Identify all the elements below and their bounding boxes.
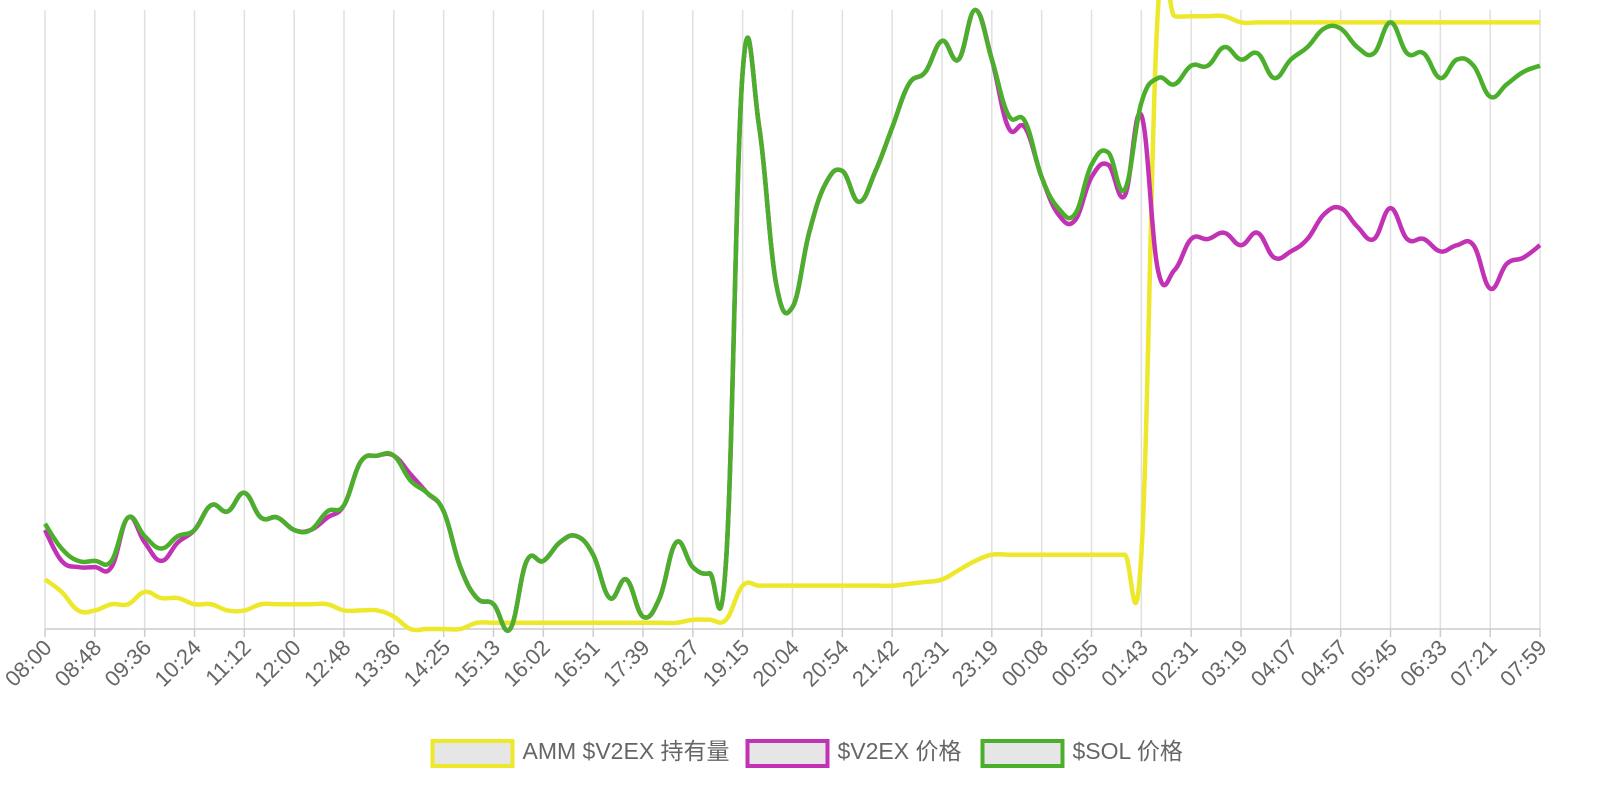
legend-label: $V2EX 价格 (838, 738, 962, 764)
x-tick-label: 08:00 (0, 635, 57, 692)
x-tick-label: 05:45 (1345, 635, 1402, 692)
legend-item: $V2EX 价格 (745, 738, 962, 768)
x-tick-label: 18:27 (648, 635, 705, 692)
series-line (43, 7, 1541, 633)
x-tick-label: 00:08 (997, 635, 1054, 692)
series-line (43, 0, 1540, 633)
x-tick-label: 01:43 (1096, 635, 1153, 692)
x-tick-label: 03:19 (1196, 635, 1253, 692)
x-tick-label: 06:33 (1395, 635, 1452, 692)
x-tick-label: 04:07 (1246, 635, 1303, 692)
x-tick-label: 14:25 (399, 635, 456, 692)
x-tick-label: 09:36 (100, 635, 157, 692)
x-tick-label: 10:24 (149, 635, 206, 692)
x-tick-label: 12:48 (299, 635, 356, 692)
x-tick-label: 19:15 (698, 635, 755, 692)
x-tick-label: 08:48 (50, 635, 107, 692)
legend-swatch (745, 739, 830, 768)
x-tick-label: 02:31 (1146, 635, 1203, 692)
x-tick-label: 16:51 (548, 635, 605, 692)
legend-item: AMM $V2EX 持有量 (430, 738, 730, 768)
x-tick-label: 04:57 (1296, 635, 1353, 692)
x-tick-label: 11:12 (200, 635, 255, 690)
x-tick-label: 22:31 (897, 635, 954, 692)
legend-label: AMM $V2EX 持有量 (523, 738, 730, 764)
x-tick-label: 23:19 (947, 635, 1004, 692)
x-tick-label: 07:59 (1495, 635, 1552, 692)
x-tick-label: 16:02 (498, 635, 555, 692)
x-tick-label: 17:39 (598, 635, 655, 692)
x-tick-label: 15:13 (448, 635, 505, 692)
x-tick-label: 13:36 (349, 635, 406, 692)
x-tick-label: 20:54 (797, 635, 854, 692)
x-tick-label: 07:21 (1445, 635, 1502, 692)
legend-swatch (430, 739, 515, 768)
legend-swatch (980, 739, 1065, 768)
x-tick-label: 20:04 (747, 635, 804, 692)
x-tick-label: 00:55 (1046, 635, 1103, 692)
legend-label: $SOL 价格 (1073, 738, 1183, 764)
legend-item: $SOL 价格 (980, 738, 1183, 768)
x-tick-label: 21:42 (847, 635, 904, 692)
x-tick-label: 12:00 (249, 635, 306, 692)
